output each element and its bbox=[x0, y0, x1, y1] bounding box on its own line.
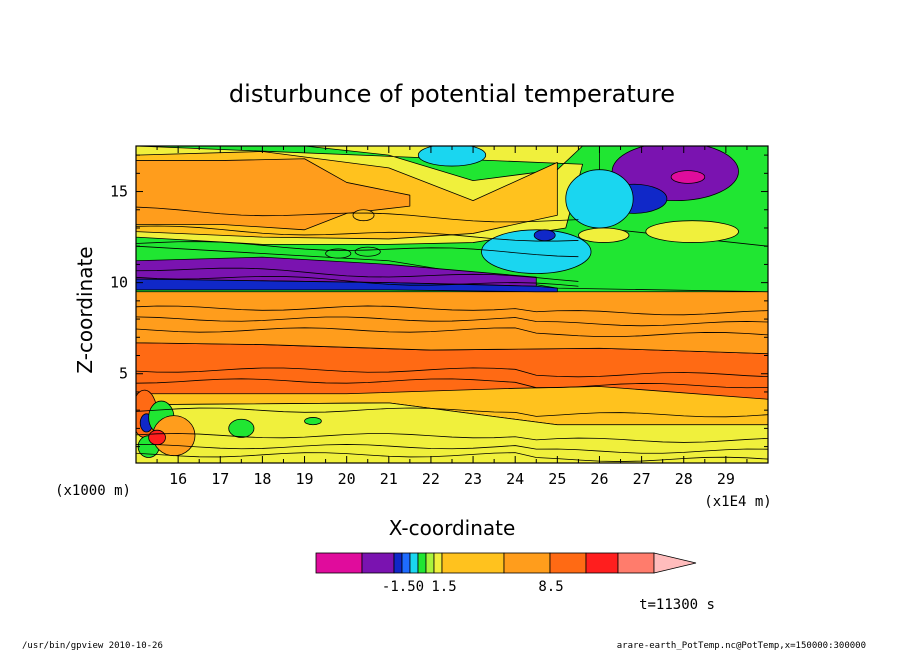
x-tick-label: 19 bbox=[296, 470, 314, 488]
colorbar-swatch bbox=[417, 552, 427, 574]
x-tick-label: 24 bbox=[506, 470, 524, 488]
contour-fills bbox=[136, 146, 768, 463]
colorbar-swatch bbox=[393, 552, 403, 574]
x-axis-title: X-coordinate bbox=[389, 516, 516, 540]
contour-patch-8 bbox=[645, 220, 739, 243]
x-tick-label: 22 bbox=[422, 470, 440, 488]
footer-right: arare-earth_PotTemp.nc@PotTemp,x=150000:… bbox=[616, 641, 866, 651]
contour-line-2 bbox=[136, 327, 768, 338]
x-tick-label: 23 bbox=[464, 470, 482, 488]
contour-line-4 bbox=[136, 378, 768, 389]
contour-patch-10 bbox=[354, 246, 381, 257]
time-label: t=11300 s bbox=[639, 597, 715, 613]
colorbar-tick-label: -1.50 bbox=[382, 579, 424, 595]
x-tick-label: 25 bbox=[548, 470, 566, 488]
contour-line-upper-0 bbox=[136, 276, 579, 287]
contour-line-7 bbox=[136, 444, 768, 454]
colorbar-swatch bbox=[617, 552, 655, 574]
contour-patch-6 bbox=[533, 229, 556, 242]
x-tick-label: 27 bbox=[633, 470, 651, 488]
colorbar-tick-label: 1.5 bbox=[431, 579, 456, 595]
contour-patch-4 bbox=[417, 146, 487, 167]
colorbar-labels: -1.50 1.5 8.5 bbox=[382, 579, 564, 595]
contour-patch-16 bbox=[228, 418, 255, 438]
colorbar-swatch bbox=[361, 552, 395, 574]
x-tick-label: 18 bbox=[253, 470, 271, 488]
x-tick-label: 29 bbox=[717, 470, 735, 488]
contour-line-1 bbox=[136, 316, 768, 327]
colorbar-swatch bbox=[425, 552, 435, 574]
y-tick-label: 10 bbox=[110, 274, 128, 292]
contour-patch-7 bbox=[577, 227, 630, 243]
colorbar-swatch bbox=[409, 552, 419, 574]
contour-band-8 bbox=[136, 278, 558, 293]
x-tick-label: 16 bbox=[169, 470, 187, 488]
x-tick-label: 26 bbox=[590, 470, 608, 488]
chart-title: disturbunce of potential temperature bbox=[229, 80, 675, 108]
colorbar-swatch bbox=[433, 552, 443, 574]
plot-area bbox=[136, 146, 768, 463]
contour-line-upper-1 bbox=[136, 267, 579, 282]
footer-left: /usr/bin/gpview 2010-10-26 bbox=[22, 641, 163, 651]
colorbar-swatch bbox=[549, 552, 587, 574]
contour-line-upper-4 bbox=[136, 206, 579, 223]
contour-patch-3 bbox=[565, 169, 634, 229]
y-axis-title: Z-coordinate bbox=[73, 246, 97, 373]
contour-patch-9 bbox=[325, 248, 352, 259]
contour-line-0 bbox=[136, 305, 768, 316]
colorbar-arrow bbox=[653, 552, 697, 574]
y-tick-label: 5 bbox=[119, 365, 128, 383]
colorbar-tick-label: 8.5 bbox=[538, 579, 563, 595]
x-axis: 16 17 18 19 20 21 22 23 24 25 26 27 28 29 bbox=[135, 146, 769, 488]
x-unit-label: (x1E4 m) bbox=[704, 494, 771, 510]
contour-line-3 bbox=[136, 367, 768, 378]
x-tick-label: 17 bbox=[211, 470, 229, 488]
contour-line-5 bbox=[136, 407, 768, 418]
y-axis: 5 10 15 bbox=[110, 154, 768, 448]
colorbar-swatch bbox=[585, 552, 619, 574]
contour-patch-1 bbox=[670, 170, 706, 184]
contour-line-6 bbox=[136, 433, 768, 443]
contour-patch-11 bbox=[352, 209, 375, 222]
x-tick-label: 20 bbox=[338, 470, 356, 488]
contour-band-9 bbox=[136, 402, 768, 463]
colorbar-swatch bbox=[503, 552, 551, 574]
z-unit-label: (x1000 m) bbox=[55, 483, 131, 499]
colorbar-swatch bbox=[401, 552, 411, 574]
y-tick-label: 15 bbox=[110, 183, 128, 201]
x-tick-label: 21 bbox=[380, 470, 398, 488]
contour-patch-19 bbox=[148, 429, 166, 446]
colorbar bbox=[315, 552, 697, 574]
contour-patch-17 bbox=[304, 417, 322, 426]
colorbar-swatch bbox=[441, 552, 505, 574]
contour-band-2 bbox=[136, 291, 768, 355]
colorbar-swatch bbox=[315, 552, 363, 574]
contour-line-upper-3 bbox=[136, 225, 579, 242]
contour-line-upper-2 bbox=[136, 241, 579, 258]
x-tick-label: 28 bbox=[675, 470, 693, 488]
